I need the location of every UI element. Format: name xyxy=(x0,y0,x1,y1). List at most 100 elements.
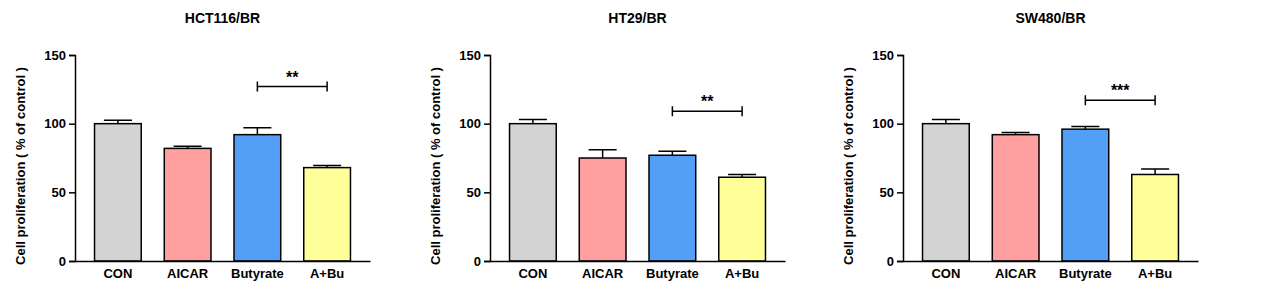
bar xyxy=(923,124,970,261)
bar xyxy=(164,148,211,261)
y-tick: 0 xyxy=(887,254,903,269)
x-tick: A+Bu xyxy=(1138,261,1172,281)
x-tick-label: CON xyxy=(103,266,132,281)
bar xyxy=(1132,174,1179,261)
bar xyxy=(1062,129,1109,261)
y-tick-label: 50 xyxy=(52,185,66,200)
y-tick: 100 xyxy=(44,116,75,131)
y-tick-label: 50 xyxy=(467,185,481,200)
panel: 0 50 100 150 CON AICAR Butyrate A+Bu HCT116/BR Ce… xyxy=(13,10,371,281)
bar xyxy=(579,158,626,261)
significance-label: *** xyxy=(1111,82,1130,99)
y-tick-label: 100 xyxy=(459,116,481,131)
x-axis: CON AICAR Butyrate A+Bu xyxy=(904,261,1199,281)
y-tick-label: 100 xyxy=(44,116,66,131)
y-tick: 150 xyxy=(44,48,75,63)
y-tick-label: 150 xyxy=(872,48,894,63)
x-tick: CON xyxy=(518,261,547,281)
significance-label: ** xyxy=(701,93,714,110)
marks xyxy=(95,120,351,261)
x-tick: A+Bu xyxy=(310,261,344,281)
title: HT29/BR xyxy=(608,10,666,26)
y-tick: 0 xyxy=(59,254,75,269)
title: HCT116/BR xyxy=(185,10,260,26)
x-tick-label: CON xyxy=(518,266,547,281)
x-axis-line xyxy=(904,261,1199,263)
x-axis: CON AICAR Butyrate A+Bu xyxy=(491,261,786,281)
x-tick: Butyrate xyxy=(1059,261,1112,281)
x-tick: CON xyxy=(931,261,960,281)
error-bar xyxy=(313,166,341,168)
y-axis-title: Cell proliferation ( % of control ) xyxy=(841,67,856,265)
figure: 0 50 100 150 CON AICAR Butyrate A+Bu HCT116/BR Ce… xyxy=(0,0,1262,302)
error-bar xyxy=(932,120,960,124)
y-tick: 50 xyxy=(52,185,75,200)
x-axis-line xyxy=(491,261,786,263)
y-tick-label: 0 xyxy=(474,254,481,269)
y-tick-mark xyxy=(897,55,903,57)
y-tick-mark xyxy=(69,192,75,194)
error-bar xyxy=(1002,133,1030,135)
y-tick-mark xyxy=(484,123,490,125)
y-tick-mark xyxy=(897,192,903,194)
error-bar xyxy=(243,128,271,135)
x-axis: CON AICAR Butyrate A+Bu xyxy=(76,261,371,281)
title: SW480/BR xyxy=(1015,10,1085,26)
error-bar xyxy=(728,174,756,177)
x-tick-label: AICAR xyxy=(167,266,209,281)
x-tick-label: AICAR xyxy=(995,266,1037,281)
y-axis-line xyxy=(484,56,491,262)
x-tick: AICAR xyxy=(167,261,209,281)
y-tick: 50 xyxy=(880,185,903,200)
y-tick-mark xyxy=(484,55,490,57)
x-tick-label: Butyrate xyxy=(646,266,699,281)
x-tick-label: A+Bu xyxy=(1138,266,1172,281)
y-axis-title: Cell proliferation ( % of control ) xyxy=(428,67,443,265)
y-tick-mark xyxy=(69,123,75,125)
bar xyxy=(95,124,142,261)
y-axis: 0 50 100 150 xyxy=(44,48,75,269)
y-axis-title: Cell proliferation ( % of control ) xyxy=(13,67,28,265)
y-axis: 0 50 100 150 xyxy=(872,48,903,269)
y-tick-label: 50 xyxy=(880,185,894,200)
error-bar xyxy=(519,120,547,124)
panel: 0 50 100 150 CON AICAR Butyrate A+Bu HT29/BR Cell… xyxy=(428,10,786,281)
x-tick: AICAR xyxy=(582,261,624,281)
x-tick-label: CON xyxy=(931,266,960,281)
y-tick: 0 xyxy=(474,254,490,269)
x-tick-label: Butyrate xyxy=(231,266,284,281)
y-tick-label: 100 xyxy=(872,116,894,131)
error-bar xyxy=(174,146,202,148)
panel: 0 50 100 150 CON AICAR Butyrate A+Bu SW480/BR Cel… xyxy=(841,10,1199,281)
bar xyxy=(992,135,1039,261)
y-tick: 50 xyxy=(467,185,490,200)
x-tick-label: A+Bu xyxy=(310,266,344,281)
error-bar xyxy=(658,151,686,155)
y-tick-mark xyxy=(484,192,490,194)
y-tick-mark xyxy=(897,261,903,263)
y-tick: 100 xyxy=(459,116,490,131)
bar xyxy=(510,124,557,261)
x-tick-label: AICAR xyxy=(582,266,624,281)
x-tick-label: A+Bu xyxy=(725,266,759,281)
y-tick-label: 150 xyxy=(44,48,66,63)
y-tick-label: 150 xyxy=(459,48,481,63)
x-tick: AICAR xyxy=(995,261,1037,281)
error-bar xyxy=(589,150,617,158)
y-tick-mark xyxy=(69,55,75,57)
x-tick: A+Bu xyxy=(725,261,759,281)
bar xyxy=(649,155,696,261)
bar xyxy=(304,168,351,261)
y-tick: 150 xyxy=(459,48,490,63)
x-tick: Butyrate xyxy=(646,261,699,281)
error-bar xyxy=(1071,126,1099,129)
significance-label: ** xyxy=(286,69,299,86)
y-axis: 0 50 100 150 xyxy=(459,48,490,269)
y-tick: 150 xyxy=(872,48,903,63)
x-tick: CON xyxy=(103,261,132,281)
y-tick-mark xyxy=(484,261,490,263)
x-tick-label: Butyrate xyxy=(1059,266,1112,281)
y-axis-line xyxy=(69,56,76,262)
marks xyxy=(510,120,766,261)
y-tick-mark xyxy=(897,123,903,125)
